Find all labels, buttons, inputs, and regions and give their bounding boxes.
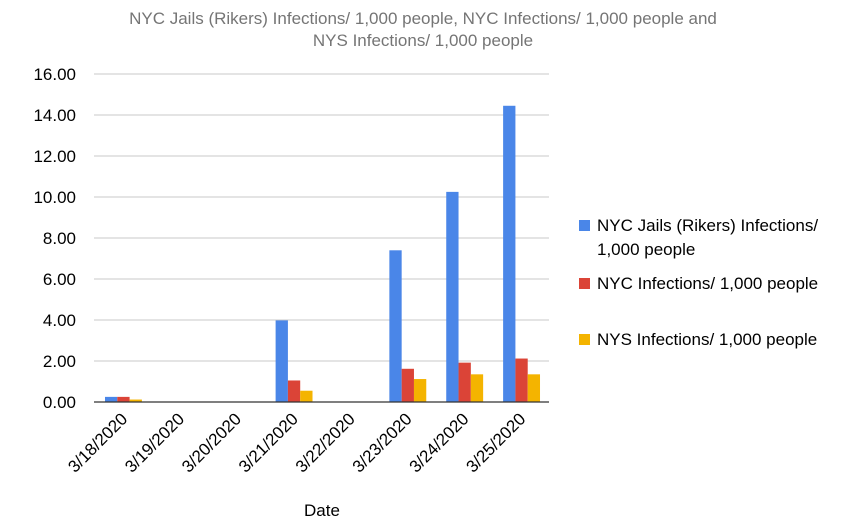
bar [470,374,484,402]
x-tick-label: 3/19/2020 [121,409,188,476]
x-tick-label: 3/20/2020 [178,409,245,476]
y-tick-label: 8.00 [43,229,76,248]
x-tick-label: 3/22/2020 [292,409,359,476]
legend-label-line: NYS Infections/ 1,000 people [597,330,817,349]
bar [275,320,288,402]
y-tick-label: 14.00 [33,106,76,125]
bar [413,379,427,402]
bar [389,250,402,402]
bar [503,105,516,403]
bar [401,368,414,402]
x-tick-label: 3/18/2020 [64,409,131,476]
legend-swatch [579,220,590,231]
y-tick-label: 0.00 [43,393,76,412]
x-axis-tick-labels: 3/18/20203/19/20203/20/20203/21/20203/22… [64,409,529,476]
x-tick-label: 3/23/2020 [349,409,416,476]
bar [117,396,130,402]
y-tick-label: 2.00 [43,352,76,371]
y-tick-label: 12.00 [33,147,76,166]
legend-label-line: NYC Infections/ 1,000 people [597,274,818,293]
legend: NYC Jails (Rikers) Infections/1,000 peop… [579,216,818,349]
bar [446,191,459,402]
legend-label: NYC Infections/ 1,000 people [597,274,818,293]
y-tick-label: 10.00 [33,188,76,207]
bar [129,399,142,402]
bar [515,358,528,402]
legend-label: NYC Jails (Rikers) Infections/1,000 peop… [597,216,818,259]
x-tick-label: 3/24/2020 [406,409,473,476]
chart-title-line-2: NYS Infections/ 1,000 people [313,31,533,50]
bar [458,362,471,402]
bar [300,390,313,402]
bars [104,105,541,403]
chart-title: NYC Jails (Rikers) Infections/ 1,000 peo… [129,9,717,50]
x-axis-title: Date [304,501,340,520]
chart-title-line-1: NYC Jails (Rikers) Infections/ 1,000 peo… [129,9,717,28]
bar [527,374,541,402]
legend-label: NYS Infections/ 1,000 people [597,330,817,349]
y-tick-label: 6.00 [43,270,76,289]
x-tick-label: 3/25/2020 [462,409,529,476]
legend-swatch [579,334,590,345]
x-tick-label: 3/21/2020 [235,409,302,476]
y-tick-label: 4.00 [43,311,76,330]
bar [287,380,301,402]
legend-label-line: 1,000 people [597,240,695,259]
bar [104,396,118,402]
legend-label-line: NYC Jails (Rikers) Infections/ [597,216,818,235]
y-axis-tick-labels: 0.00 2.00 4.00 6.00 8.00 10.00 12.00 14.00 16.00 [33,65,76,412]
y-tick-label: 16.00 [33,65,76,84]
legend-swatch [579,278,590,289]
gridlines [94,73,549,362]
